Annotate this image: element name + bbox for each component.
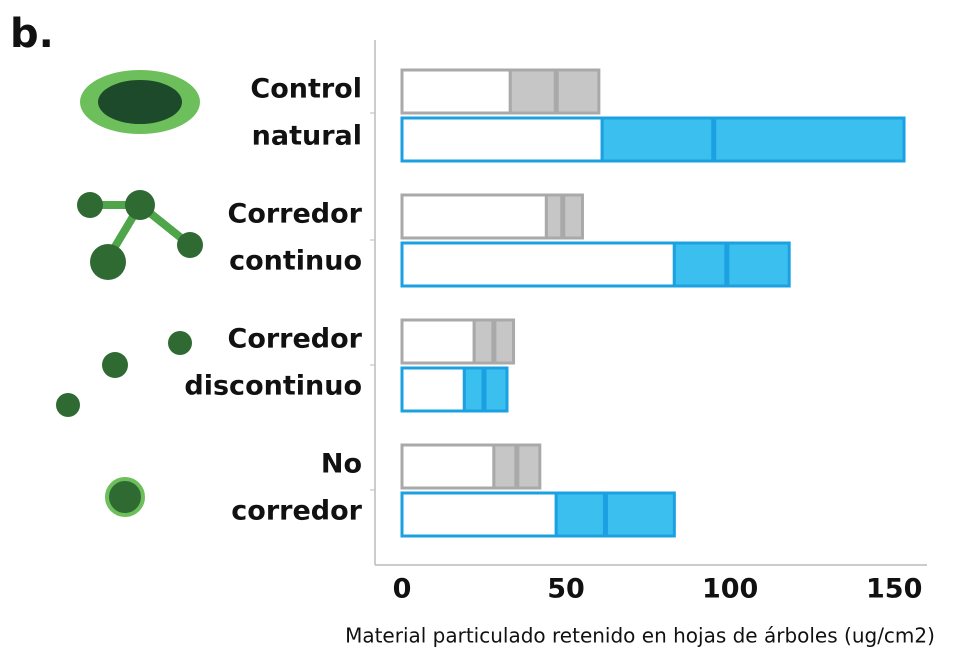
base-bar	[400, 366, 466, 413]
base-bar	[400, 443, 496, 490]
x-tick-label: 100	[702, 574, 758, 605]
x-tick-label: 50	[547, 574, 585, 605]
box	[672, 241, 791, 288]
base-bar	[400, 491, 558, 538]
box	[554, 491, 676, 538]
category-label: Corredor	[228, 324, 363, 355]
category-label: discontinuo	[184, 371, 362, 402]
x-axis-label: Material particulado retenido en hojas d…	[345, 624, 935, 648]
category-label: natural	[252, 121, 362, 152]
box	[600, 116, 906, 163]
icons	[56, 70, 203, 517]
category-label: continuo	[229, 246, 362, 277]
category-label: No	[321, 449, 362, 480]
base-bar	[400, 318, 476, 365]
base-bar	[400, 116, 604, 163]
category-label: corredor	[231, 496, 362, 527]
category-label: Control	[250, 74, 362, 105]
x-tick-label: 0	[393, 574, 412, 605]
base-bar	[400, 241, 676, 288]
category-label: Corredor	[228, 199, 363, 230]
chart-title: b.	[10, 11, 54, 57]
base-bar	[400, 193, 548, 240]
axis-ticks	[370, 112, 375, 491]
x-tick-label: 150	[866, 574, 922, 605]
base-bar	[400, 68, 512, 115]
